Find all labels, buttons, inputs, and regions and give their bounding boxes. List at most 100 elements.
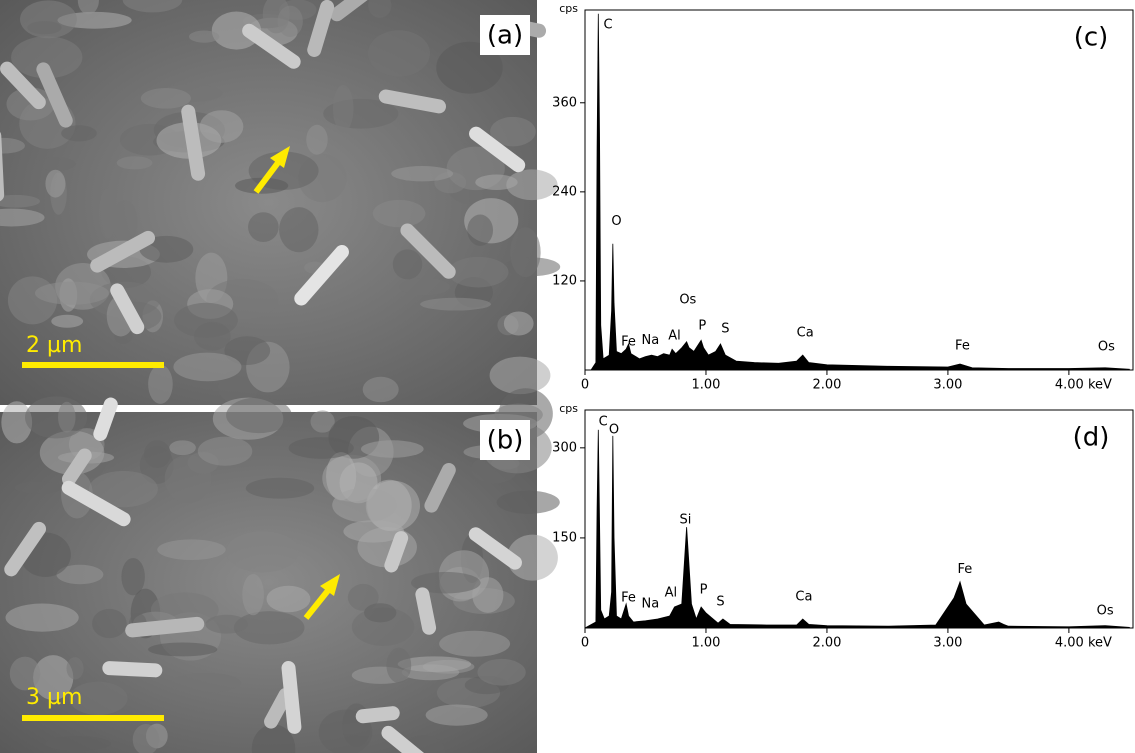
bacterium: [468, 527, 522, 570]
texture-blob: [66, 657, 84, 680]
bacterium: [90, 230, 156, 273]
texture-blob: [170, 672, 242, 693]
panel-label: (a): [487, 21, 523, 51]
texture-blob: [233, 611, 305, 645]
peak-label: Si: [679, 512, 691, 527]
peak-label: Os: [1098, 339, 1115, 354]
texture-blob: [507, 534, 558, 581]
texture-blob: [11, 36, 83, 79]
peak-label: Os: [1097, 604, 1114, 619]
texture-blob: [0, 137, 25, 154]
peak-label: Al: [668, 328, 681, 343]
peak-label: O: [609, 422, 619, 437]
texture-blob: [211, 11, 262, 50]
texture-blob: [490, 116, 536, 147]
texture-blob: [164, 454, 212, 503]
texture-blob: [0, 194, 41, 208]
y-tick-label: 120: [552, 273, 577, 288]
label-box: [480, 420, 530, 460]
texture-blob: [132, 724, 160, 753]
texture-blob: [448, 256, 509, 288]
spectrum: [584, 429, 1130, 629]
x-tick-label: 0: [581, 636, 589, 651]
x-tick-label: 2.00: [812, 378, 841, 393]
scale-bar: [22, 362, 164, 368]
bacterium: [384, 531, 409, 573]
peak-label: Ca: [797, 325, 814, 340]
texture-blob: [392, 249, 423, 280]
peak-label: S: [716, 595, 724, 610]
bacterium: [61, 448, 92, 487]
texture-blob: [467, 214, 494, 246]
texture-blob: [0, 208, 45, 227]
bacterium: [415, 587, 437, 635]
texture-blob: [69, 681, 128, 716]
peak-label: C: [603, 17, 612, 32]
texture-blob: [288, 437, 354, 459]
scale-label: 3 µm: [26, 685, 82, 710]
texture-blob: [251, 724, 296, 753]
texture-blob: [489, 356, 551, 395]
texture-blob: [197, 436, 253, 466]
texture-blob: [439, 630, 511, 657]
texture-blob: [89, 470, 158, 508]
bacterium: [0, 61, 46, 110]
texture-blob: [411, 571, 481, 594]
texture-blob: [45, 736, 111, 751]
texture-blob: [245, 477, 315, 499]
texture-blob: [5, 603, 79, 632]
bacterium: [93, 397, 118, 441]
texture-blob: [148, 642, 218, 657]
texture-blob: [140, 87, 191, 109]
texture-blob: [266, 585, 311, 613]
texture-blob: [391, 166, 454, 182]
texture-blob: [503, 311, 534, 336]
texture-blob: [174, 302, 238, 338]
peak-label: Fe: [957, 562, 972, 577]
texture-blob: [169, 440, 196, 456]
texture-blob: [360, 440, 424, 458]
texture-blob: [310, 410, 335, 433]
peak-label: C: [599, 415, 608, 430]
bacterium: [181, 104, 206, 181]
texture-blob: [188, 30, 220, 43]
texture-blob: [98, 188, 117, 239]
texture-blob: [332, 84, 354, 133]
x-tick-label: 1.00: [691, 378, 720, 393]
y-axis-label: cps: [559, 402, 578, 415]
texture-blob: [397, 656, 472, 672]
texture-blob: [332, 487, 397, 523]
y-tick-label: 240: [552, 184, 577, 199]
bacterium: [424, 463, 456, 513]
panel-label: (d): [1073, 423, 1110, 453]
texture-blob: [386, 647, 412, 683]
scale-label: 2 µm: [26, 333, 82, 358]
x-tick-label: 4.00 keV: [1055, 636, 1112, 651]
texture-blob: [496, 490, 560, 514]
y-tick-label: 360: [552, 95, 577, 110]
texture-blob: [35, 281, 109, 305]
texture-blob: [157, 539, 226, 561]
bacterium: [378, 89, 446, 114]
texture-blob: [472, 577, 504, 613]
x-tick-label: 2.00: [812, 636, 841, 651]
arrow: [253, 146, 340, 620]
texture-blob: [477, 658, 526, 686]
bacterium: [381, 725, 431, 753]
panel-label: (c): [1074, 23, 1109, 53]
bacterium: [281, 661, 302, 734]
texture-blob: [475, 174, 518, 190]
texture-blob: [25, 396, 88, 439]
texture-blob: [343, 520, 405, 543]
peak-label: Ca: [795, 589, 812, 604]
panel-label: (b): [487, 426, 524, 456]
peak-label: Fe: [621, 590, 636, 605]
texture-blob: [372, 199, 426, 228]
bacterium: [242, 23, 301, 69]
texture-blob: [116, 156, 153, 170]
texture-blob: [510, 227, 541, 278]
bacterium: [469, 126, 526, 173]
texture-blob: [362, 376, 399, 403]
texture-blob: [226, 531, 299, 573]
texture-blob: [425, 704, 488, 726]
